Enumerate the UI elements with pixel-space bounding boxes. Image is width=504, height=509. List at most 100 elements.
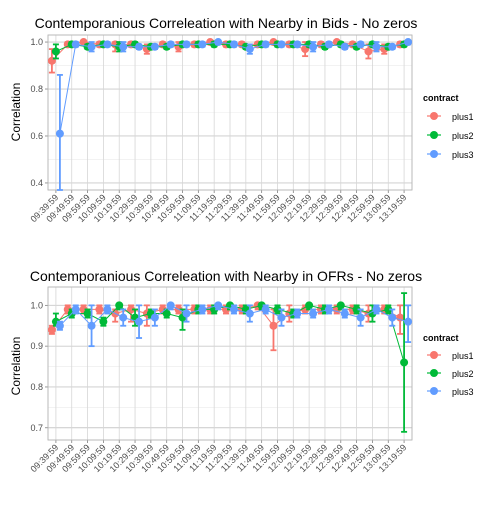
legend-label: plus3 bbox=[452, 387, 474, 397]
data-point bbox=[135, 317, 144, 326]
plot-border bbox=[47, 34, 413, 191]
data-point bbox=[182, 309, 191, 318]
data-point bbox=[150, 313, 159, 322]
data-point bbox=[127, 305, 136, 314]
data-point bbox=[245, 45, 254, 54]
data-point bbox=[166, 301, 175, 310]
data-point bbox=[364, 47, 373, 56]
legend-item-plus3: plus3 bbox=[427, 150, 474, 160]
data-point bbox=[71, 305, 80, 314]
legend: contract plus1 plus2 plus3 bbox=[423, 93, 474, 160]
data-point bbox=[309, 42, 318, 51]
data-point bbox=[404, 38, 413, 47]
data-point bbox=[400, 358, 409, 367]
legend-label: plus3 bbox=[452, 150, 474, 160]
data-point bbox=[182, 40, 191, 49]
data-point bbox=[87, 42, 96, 51]
y-tick-label: 0.8 bbox=[30, 84, 43, 94]
data-point bbox=[340, 309, 349, 318]
data-point bbox=[356, 40, 365, 49]
y-tick-label: 0.4 bbox=[30, 178, 43, 188]
chart-title: Contemporanious Correleation with Nearby… bbox=[35, 15, 418, 31]
grid bbox=[48, 35, 412, 190]
data-point bbox=[103, 305, 112, 314]
legend-title: contract bbox=[423, 333, 459, 343]
legend-key-marker bbox=[430, 351, 438, 359]
plot-border bbox=[47, 286, 413, 441]
data-point bbox=[198, 305, 207, 314]
data-point bbox=[261, 40, 270, 49]
data-point bbox=[273, 305, 282, 314]
data-point bbox=[388, 42, 397, 51]
data-point bbox=[119, 42, 128, 51]
bids-correlation-panel: Contemporanious Correleation with Nearby… bbox=[9, 15, 474, 224]
data-point bbox=[214, 301, 223, 310]
legend-label: plus1 bbox=[452, 351, 474, 361]
y-tick-label: 1.0 bbox=[30, 300, 43, 310]
data-point bbox=[214, 38, 223, 47]
y-axis-label: Correlation bbox=[9, 83, 23, 142]
legend-item-plus3: plus3 bbox=[427, 387, 474, 397]
data-point bbox=[83, 309, 92, 318]
legend-key-marker bbox=[430, 387, 438, 395]
legend-key-marker bbox=[430, 131, 438, 139]
data-point bbox=[404, 317, 413, 326]
data-point bbox=[277, 313, 286, 322]
y-tick-label: 0.9 bbox=[30, 341, 43, 351]
legend-label: plus2 bbox=[452, 131, 474, 141]
data-point bbox=[115, 301, 124, 310]
legend-item-plus2: plus2 bbox=[427, 131, 474, 141]
data-point bbox=[51, 47, 60, 56]
data-point bbox=[119, 313, 128, 322]
legend-label: plus2 bbox=[452, 369, 474, 379]
data-point bbox=[384, 305, 393, 314]
data-point bbox=[150, 42, 159, 51]
data-point bbox=[55, 321, 64, 330]
chart-title: Contemporanious Correleation with Nearby… bbox=[30, 268, 422, 284]
legend-key-marker bbox=[430, 369, 438, 377]
y-tick-label: 0.7 bbox=[30, 423, 43, 433]
data-point bbox=[293, 40, 302, 49]
data-point bbox=[87, 321, 96, 330]
legend-key-marker bbox=[430, 112, 438, 120]
data-point bbox=[336, 301, 345, 310]
data-point bbox=[352, 305, 361, 314]
data-point bbox=[324, 40, 333, 49]
legend-item-plus1: plus1 bbox=[427, 351, 474, 361]
data-point bbox=[103, 40, 112, 49]
data-point bbox=[324, 305, 333, 314]
ofrs-correlation-panel: Contemporanious Correleation with Nearby… bbox=[9, 268, 474, 474]
data-point bbox=[230, 40, 238, 49]
legend-key-marker bbox=[430, 150, 438, 158]
data-point bbox=[309, 309, 318, 318]
legend-item-plus1: plus1 bbox=[427, 112, 474, 122]
data-point bbox=[245, 309, 254, 318]
data-point bbox=[388, 313, 397, 322]
data-point bbox=[166, 40, 175, 49]
data-point bbox=[47, 325, 56, 334]
data-point bbox=[135, 42, 144, 51]
data-point bbox=[340, 42, 349, 51]
legend-item-plus2: plus2 bbox=[427, 369, 474, 379]
data-point bbox=[277, 40, 286, 49]
data-point bbox=[356, 313, 365, 322]
data-point bbox=[55, 129, 64, 138]
data-point bbox=[230, 305, 238, 314]
data-point bbox=[198, 40, 207, 49]
data-point bbox=[372, 42, 381, 51]
data-point bbox=[293, 309, 302, 318]
y-tick-label: 1.0 bbox=[30, 37, 43, 47]
data-point bbox=[99, 317, 108, 326]
y-tick-label: 0.8 bbox=[30, 382, 43, 392]
legend: contract plus1 plus2 plus3 bbox=[423, 333, 474, 397]
data-point bbox=[162, 309, 171, 318]
legend-title: contract bbox=[423, 93, 459, 103]
y-axis-label: Correlation bbox=[9, 337, 23, 396]
legend-label: plus1 bbox=[452, 112, 474, 122]
data-point bbox=[71, 40, 80, 49]
y-tick-label: 0.6 bbox=[30, 131, 43, 141]
data-point bbox=[261, 305, 270, 314]
data-point bbox=[95, 305, 104, 314]
series-plus3 bbox=[55, 301, 413, 348]
